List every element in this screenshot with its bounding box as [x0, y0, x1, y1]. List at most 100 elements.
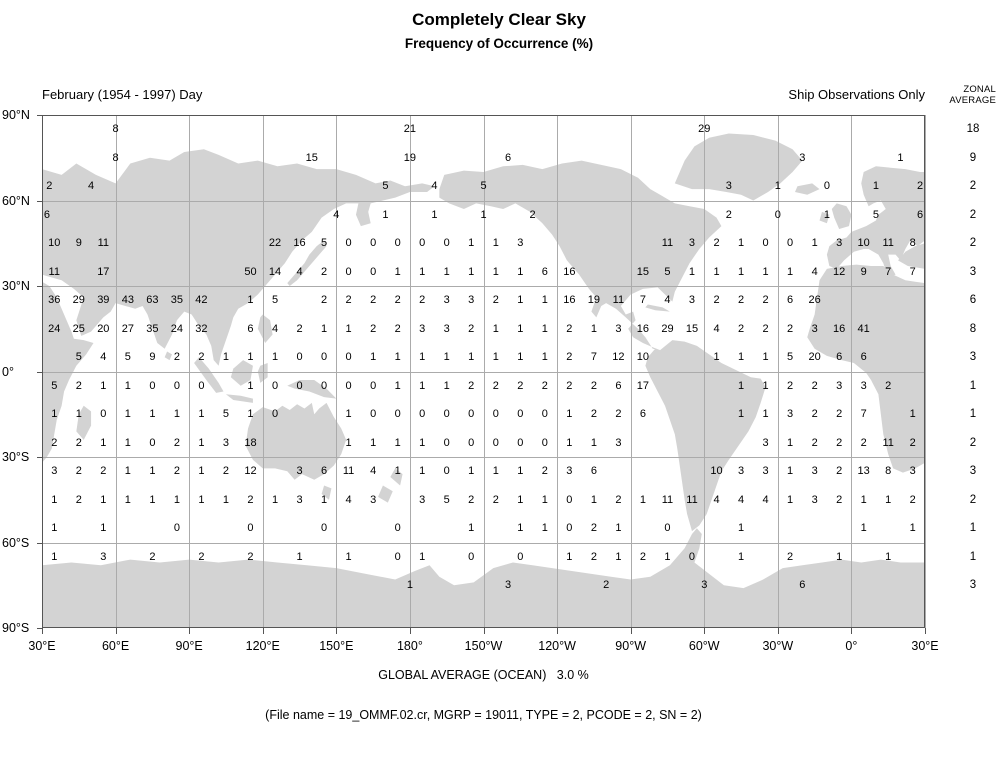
grid-value: 1 — [468, 237, 475, 250]
grid-value: 42 — [195, 294, 208, 307]
land-java — [225, 394, 253, 403]
grid-value: 1 — [517, 294, 524, 307]
grid-value: 6 — [860, 351, 867, 364]
lon-tick — [409, 628, 411, 634]
grid-value: 0 — [443, 237, 450, 250]
grid-value: 6 — [504, 151, 512, 164]
zonal-average-value: 2 — [969, 493, 977, 506]
grid-value: 0 — [149, 436, 156, 449]
zonal-average-header: ZONAL AVERAGE — [938, 84, 996, 106]
grid-value: 0 — [468, 436, 475, 449]
parallel-gridline — [42, 200, 925, 202]
grid-value: 5 — [222, 408, 230, 421]
grid-value: 5 — [787, 351, 794, 364]
grid-value: 2 — [222, 465, 230, 478]
grid-value: 1 — [541, 522, 548, 535]
grid-value: 1 — [100, 436, 107, 449]
grid-value: 0 — [541, 436, 548, 449]
grid-value: 3 — [836, 237, 843, 250]
grid-value: 3 — [443, 322, 450, 335]
grid-value: 2 — [836, 493, 843, 506]
lon-axis-label: 30°E — [911, 639, 939, 653]
grid-value: 3 — [701, 579, 708, 592]
grid-value: 9 — [860, 265, 867, 278]
grid-value: 10 — [857, 237, 870, 250]
grid-value: 0 — [468, 550, 475, 563]
grid-value: 3 — [517, 237, 524, 250]
grid-value: 3 — [909, 465, 916, 478]
grid-value: 1 — [468, 351, 475, 364]
grid-value: 3 — [615, 322, 622, 335]
zonal-average-value: 2 — [969, 436, 977, 449]
grid-value: 2 — [713, 294, 720, 307]
grid-value: 2 — [762, 322, 769, 335]
grid-value: 1 — [787, 493, 794, 506]
grid-value: 7 — [909, 265, 916, 278]
grid-value: 1 — [737, 379, 745, 392]
grid-value: 29 — [661, 322, 674, 335]
grid-value: 0 — [100, 408, 107, 421]
grid-value: 1 — [51, 408, 58, 421]
grid-value: 26 — [808, 294, 821, 307]
grid-value: 3 — [615, 436, 622, 449]
grid-value: 1 — [419, 265, 426, 278]
grid-value: 1 — [517, 493, 524, 506]
grid-value: 1 — [713, 265, 720, 278]
zonal-average-value: 3 — [969, 465, 977, 478]
grid-value: 0 — [419, 237, 426, 250]
grid-value: 5 — [872, 208, 879, 221]
grid-value: 1 — [124, 493, 131, 506]
grid-value: 14 — [268, 265, 282, 278]
grid-value: 3 — [419, 322, 426, 335]
grid-value: 2 — [492, 493, 499, 506]
grid-value: 1 — [897, 151, 904, 164]
grid-value: 12 — [833, 265, 846, 278]
grid-value: 1 — [480, 208, 487, 221]
grid-value: 1 — [321, 493, 328, 506]
grid-value: 7 — [590, 351, 597, 364]
grid-value: 6 — [799, 579, 806, 592]
grid-value: 2 — [100, 465, 107, 478]
grid-value: 2 — [370, 322, 377, 335]
grid-value: 1 — [811, 237, 818, 250]
grid-value: 1 — [566, 550, 573, 563]
grid-value: 24 — [170, 322, 184, 335]
grid-value: 1 — [124, 408, 131, 421]
grid-value: 2 — [75, 493, 82, 506]
grid-value: 1 — [247, 294, 254, 307]
grid-value: 1 — [909, 408, 916, 421]
grid-value: 10 — [48, 237, 61, 250]
land-north-america — [439, 160, 722, 351]
grid-value: 1 — [639, 493, 646, 506]
zonal-average-value: 2 — [969, 208, 977, 221]
grid-value: 7 — [885, 265, 892, 278]
grid-value: 1 — [406, 579, 413, 592]
grid-value: 1 — [713, 351, 720, 364]
grid-value: 2 — [787, 550, 794, 563]
grid-value: 2 — [590, 522, 597, 535]
grid-value: 3 — [762, 436, 769, 449]
grid-value: 2 — [909, 436, 916, 449]
grid-value: 9 — [149, 351, 156, 364]
grid-value: 0 — [517, 408, 524, 421]
grid-value: 35 — [146, 322, 159, 335]
grid-value: 2 — [909, 493, 916, 506]
zonal-average-value: 2 — [969, 180, 977, 193]
zonal-average-value: 3 — [969, 265, 977, 278]
grid-value: 16 — [293, 237, 306, 250]
grid-value: 3 — [222, 436, 230, 449]
grid-value: 0 — [566, 522, 573, 535]
grid-value: 1 — [541, 294, 548, 307]
zonal-header-line2: AVERAGE — [949, 95, 996, 106]
lat-tick — [37, 200, 42, 202]
grid-value: 0 — [492, 436, 499, 449]
grid-value: 1 — [615, 522, 622, 535]
grid-value: 1 — [51, 550, 58, 563]
grid-value: 3 — [762, 465, 769, 478]
land-japan — [287, 240, 327, 286]
grid-value: 0 — [394, 237, 401, 250]
grid-value: 3 — [51, 465, 58, 478]
grid-value: 5 — [321, 237, 328, 250]
grid-value: 4 — [713, 493, 720, 506]
land-anatolia — [898, 243, 925, 269]
